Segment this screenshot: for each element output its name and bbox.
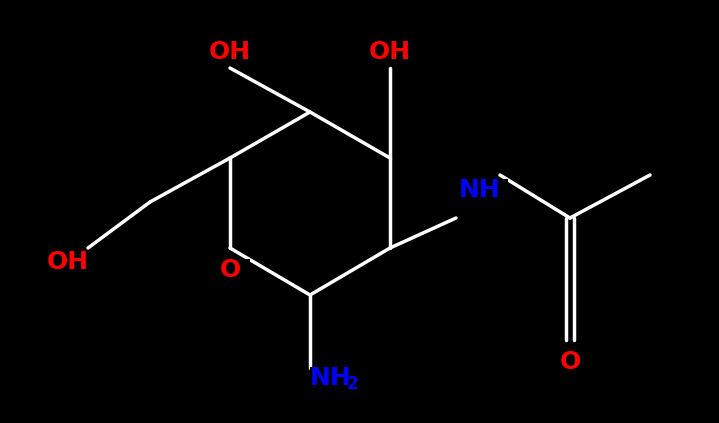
Text: OH: OH	[47, 250, 89, 274]
Bar	[210, 259, 250, 281]
Bar	[310, 367, 374, 389]
Bar	[452, 179, 508, 201]
Text: O: O	[559, 350, 581, 374]
Text: 2: 2	[347, 375, 359, 393]
Text: NH: NH	[459, 178, 501, 202]
Bar	[550, 351, 590, 373]
Bar	[38, 251, 98, 273]
Bar	[362, 41, 418, 63]
Text: OH: OH	[209, 40, 251, 64]
Text: NH: NH	[310, 366, 352, 390]
Text: O: O	[219, 258, 241, 282]
Bar	[202, 41, 258, 63]
Text: OH: OH	[369, 40, 411, 64]
